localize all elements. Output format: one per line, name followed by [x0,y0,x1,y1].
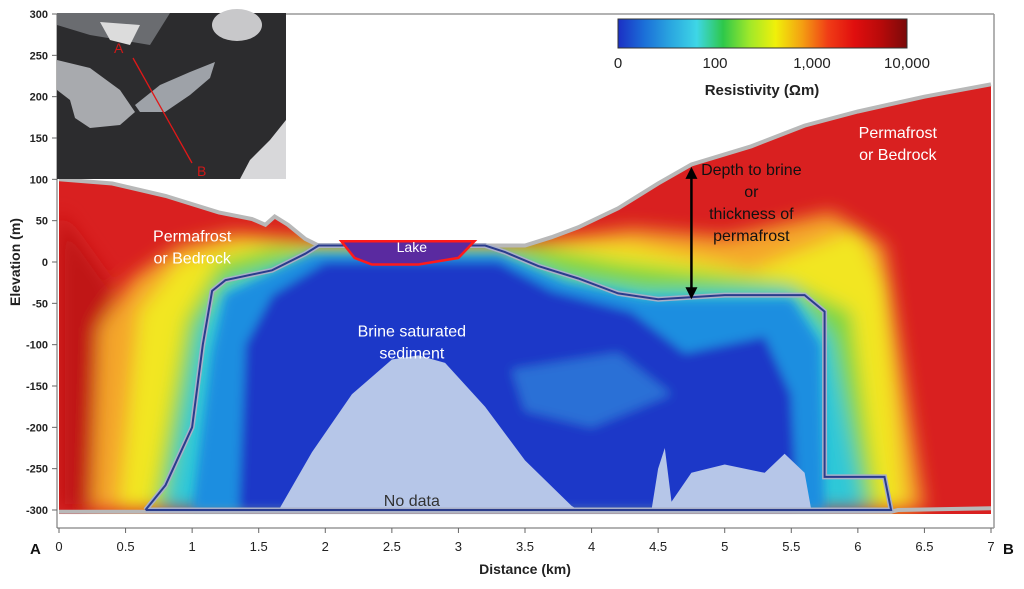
label-no-data: No data [384,493,440,510]
label-lake: Lake [397,239,428,255]
annotation-line: Lake [397,239,428,255]
annotation-line: or [744,184,759,201]
inset-ice-bottom [240,120,286,179]
x-tick-label: 6 [854,539,861,554]
resistivity-section [59,84,991,514]
x-tick-label: 7 [987,539,994,554]
x-tick-label: 4.5 [649,539,667,554]
lake-outline [338,240,478,266]
y-tick-label: 100 [30,174,48,186]
inset-glacier [57,60,135,128]
label-permafrost-right: Permafrost or Bedrock [859,125,938,164]
y-tick-label: 200 [30,92,48,104]
depth-arrow-head-up [685,166,698,179]
blue-patch [511,352,672,428]
depth-arrow-head-down [685,287,698,300]
surface-outline [58,82,992,248]
x-tick-label: 2 [322,539,329,554]
x-axis-title: Distance (km) [479,561,571,577]
x-tick-label: 1 [189,539,196,554]
label-brine-sediment: Brine saturated sediment [358,323,467,362]
y-tick-label: 0 [42,257,48,269]
no-data-region-right [651,448,812,510]
inset-label-a: A [114,40,124,56]
annotation-line: Brine saturated [358,323,467,340]
annotation-line: thickness of [709,206,794,223]
annotation-line: Depth to brine [701,162,802,179]
x-tick-label: 0 [55,539,62,554]
annotation-line: permafrost [713,228,790,245]
colorbar-tick-label: 10,000 [884,55,930,72]
y-tick-label: 150 [30,133,48,145]
y-tick-label: 50 [36,216,48,228]
x-tick-label: 3 [455,539,462,554]
annotation-line: Permafrost [153,228,232,245]
x-tick-label: 5.5 [782,539,800,554]
colorbar-title: Resistivity (Ωm) [705,82,820,99]
inset-snow [100,22,140,45]
basin-boundary [144,244,893,511]
y-tick-label: -150 [26,381,48,393]
annotation-line: or Bedrock [859,147,937,164]
colorbar-gradient [617,18,908,49]
endpoint-label-a: A [30,541,41,558]
x-tick-label: 0.5 [117,539,135,554]
x-tick-label: 1.5 [250,539,268,554]
endpoint-label-b: B [1003,541,1014,558]
label-depth-to-brine: Depth to brine or thickness of permafrost [701,162,802,245]
annotation-line: or Bedrock [153,250,231,267]
y-tick-label: 250 [30,50,48,62]
y-tick-label: -200 [26,422,48,434]
no-data-region [278,355,579,510]
y-axis-title: Elevation (m) [7,218,23,306]
y-tick-label: -50 [32,298,48,310]
x-tick-label: 6.5 [915,539,933,554]
colorbar-legend: 0 100 1,000 10,000 Resistivity (Ωm) [614,18,930,99]
inset-transect-line [132,57,193,164]
y-tick-label: 300 [30,9,48,21]
inset-lake [135,62,215,112]
y-tick-label: -250 [26,464,48,476]
annotation-line: Permafrost [859,125,938,142]
x-tick-label: 2.5 [383,539,401,554]
y-tick-label: -300 [26,505,48,517]
x-tick-label: 5 [721,539,728,554]
annotation-line: No data [384,493,440,510]
inset-satellite-map: AB [57,9,286,179]
colorbar-tick-label: 1,000 [793,55,831,72]
x-tick-label: 3.5 [516,539,534,554]
colorbar-tick-label: 0 [614,55,622,72]
colorbar-tick-label: 100 [702,55,727,72]
x-tick-label: 4 [588,539,595,554]
annotation-line: sediment [379,345,444,362]
y-tick-label: -100 [26,340,48,352]
inset-ice-top [212,9,262,41]
inset-label-b: B [197,163,206,179]
sky-area [59,14,991,246]
label-permafrost-left: Permafrost or Bedrock [153,228,232,267]
